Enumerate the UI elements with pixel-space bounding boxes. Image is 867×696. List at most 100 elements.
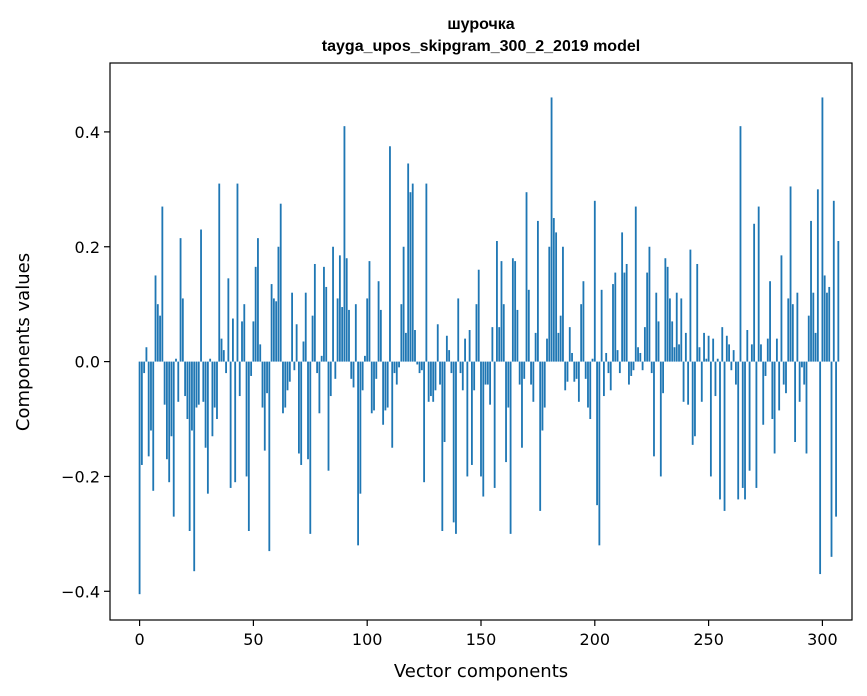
bar xyxy=(482,361,485,497)
bar xyxy=(461,361,464,391)
bar xyxy=(191,361,193,431)
bar xyxy=(730,361,733,371)
bar xyxy=(318,361,321,414)
bar xyxy=(700,361,703,402)
bar xyxy=(282,361,284,414)
bar xyxy=(307,361,309,460)
bar xyxy=(775,338,778,362)
bar xyxy=(639,352,642,362)
bar xyxy=(445,335,448,362)
bar xyxy=(211,361,214,437)
bar xyxy=(787,298,790,362)
bar xyxy=(789,186,792,362)
bar xyxy=(140,361,143,465)
bar xyxy=(375,361,378,379)
bar xyxy=(600,289,603,362)
bar xyxy=(427,361,430,402)
bar xyxy=(687,361,690,405)
bar xyxy=(188,361,191,531)
bar xyxy=(200,229,202,362)
bar xyxy=(163,361,166,405)
bar xyxy=(760,344,762,362)
bar xyxy=(812,292,815,362)
bar xyxy=(263,361,266,451)
bar xyxy=(671,321,674,362)
bar xyxy=(557,332,560,362)
bar xyxy=(689,249,692,362)
bar xyxy=(634,206,637,362)
bar xyxy=(441,361,444,531)
bar xyxy=(202,361,205,402)
bar xyxy=(739,126,742,362)
bar xyxy=(359,361,362,494)
bar xyxy=(332,246,334,362)
bar xyxy=(832,200,835,362)
bar xyxy=(641,361,644,371)
bar xyxy=(154,275,157,362)
bar xyxy=(247,361,250,531)
bar xyxy=(571,352,573,362)
bar xyxy=(209,358,212,362)
bar xyxy=(320,355,323,362)
x-tick-label: 0 xyxy=(134,630,144,649)
bar xyxy=(323,266,325,362)
bar xyxy=(252,321,255,362)
bar xyxy=(277,246,280,362)
bar xyxy=(298,361,300,454)
bar xyxy=(721,327,724,362)
chart-title: шурочка xyxy=(447,16,514,33)
bar xyxy=(222,350,225,362)
bar xyxy=(197,361,200,405)
bar xyxy=(284,361,287,408)
bar xyxy=(468,330,471,362)
bar xyxy=(152,361,155,491)
bar xyxy=(159,315,161,362)
bar xyxy=(227,278,230,362)
bar xyxy=(150,361,152,431)
bar xyxy=(220,338,223,362)
bar xyxy=(389,146,391,362)
bar xyxy=(286,361,289,391)
bar xyxy=(707,335,710,362)
bar xyxy=(184,361,187,397)
bar xyxy=(464,338,466,362)
bar xyxy=(607,361,610,374)
y-tick-label: −0.4 xyxy=(61,582,100,601)
bar xyxy=(714,361,717,397)
bar xyxy=(543,361,546,408)
bar xyxy=(614,272,617,362)
bar xyxy=(425,183,428,362)
bar xyxy=(605,352,608,362)
x-tick-label: 100 xyxy=(352,630,383,649)
bar xyxy=(507,361,510,408)
bar xyxy=(814,332,817,362)
bar xyxy=(705,358,708,362)
bar xyxy=(684,332,687,362)
bar xyxy=(329,361,332,397)
bar xyxy=(555,232,558,362)
bar xyxy=(577,361,580,402)
bar xyxy=(165,361,168,460)
bar xyxy=(732,350,735,362)
bar xyxy=(728,344,730,362)
bar xyxy=(257,238,259,362)
bar xyxy=(691,361,694,445)
bar xyxy=(757,206,760,362)
bar xyxy=(539,361,542,511)
bar xyxy=(596,361,598,506)
bar xyxy=(475,304,478,362)
bar xyxy=(666,266,669,362)
x-tick-label: 50 xyxy=(243,630,263,649)
bar xyxy=(753,223,756,362)
bar xyxy=(621,232,624,362)
bar xyxy=(325,286,328,362)
bar xyxy=(245,361,248,477)
bar xyxy=(791,304,794,362)
bar xyxy=(805,361,808,454)
bar xyxy=(414,330,416,362)
bar xyxy=(548,246,551,362)
bar xyxy=(801,361,803,368)
bar xyxy=(598,361,601,546)
bar xyxy=(439,361,441,385)
bar-series xyxy=(138,97,840,595)
